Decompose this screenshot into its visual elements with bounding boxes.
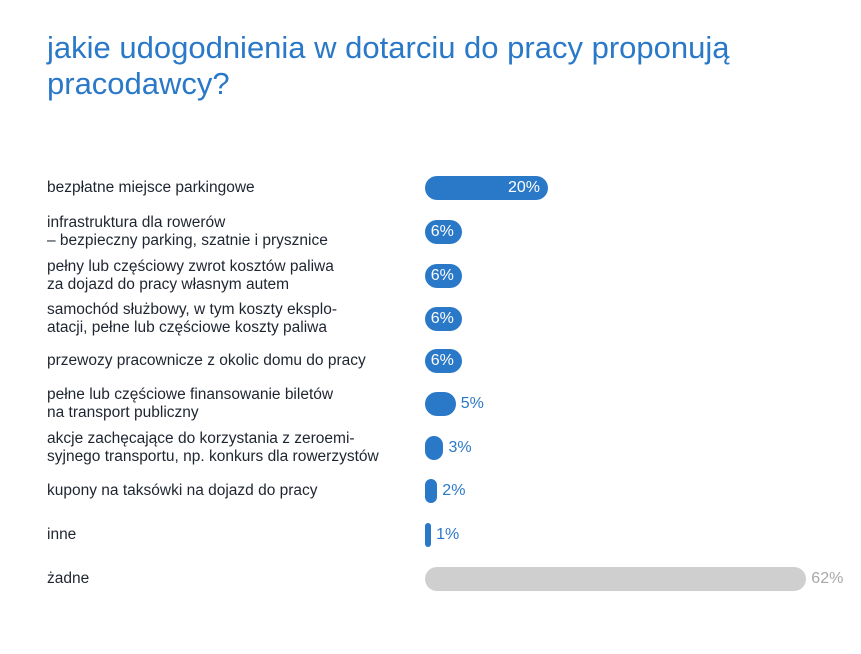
category-label: kupony na taksówki na dojazd do pracy <box>47 482 419 500</box>
category-label: żadne <box>47 570 419 588</box>
value-label: 6% <box>430 223 454 240</box>
category-label: pełny lub częściowy zwrot kosztów paliwa… <box>47 258 419 294</box>
value-label: 6% <box>430 310 454 327</box>
category-label-line: na transport publiczny <box>47 404 199 421</box>
category-label-line: żadne <box>47 570 90 587</box>
bar <box>425 220 462 244</box>
bar <box>425 349 462 373</box>
category-label-line: infrastruktura dla rowerów <box>47 214 226 231</box>
bar <box>425 523 432 547</box>
value-label: 1% <box>436 526 460 543</box>
category-label-line: bezpłatne miejsce parkingowe <box>47 179 255 196</box>
bar <box>425 567 807 591</box>
value-label: 2% <box>442 482 466 499</box>
chart-title-line-1: jakie udogodnienia w dotarciu do pracy p… <box>47 30 730 65</box>
category-label-line: – bezpieczny parking, szatnie i prysznic… <box>47 232 328 249</box>
category-label-line: pełny lub częściowy zwrot kosztów paliwa <box>47 258 334 275</box>
category-label: bezpłatne miejsce parkingowe <box>47 179 419 197</box>
category-label-line: kupony na taksówki na dojazd do pracy <box>47 482 318 499</box>
chart-title: jakie udogodnienia w dotarciu do pracy p… <box>47 30 807 102</box>
category-label-line: atacji, pełne lub częściowe koszty paliw… <box>47 319 327 336</box>
category-label-line: akcje zachęcające do korzystania z zeroe… <box>47 430 355 447</box>
category-label-line: przewozy pracownicze z okolic domu do pr… <box>47 352 366 369</box>
category-label: pełne lub częściowe finansowanie biletów… <box>47 386 419 422</box>
category-label-line: za dojazd do pracy własnym autem <box>47 276 290 293</box>
value-label: 62% <box>811 570 844 587</box>
value-label: 20% <box>507 179 540 196</box>
category-label-line: samochód służbowy, w tym koszty eksplo- <box>47 301 338 318</box>
bar <box>425 479 438 503</box>
category-label-line: pełne lub częściowe finansowanie biletów <box>47 386 334 403</box>
value-label: 5% <box>460 395 484 412</box>
bar <box>425 176 548 200</box>
category-label-line: syjnego transportu, np. konkurs dla rowe… <box>47 448 379 465</box>
bar <box>425 436 444 460</box>
bar <box>425 307 462 331</box>
category-label: inne <box>47 526 419 544</box>
category-label: infrastruktura dla rowerów – bezpieczny p… <box>47 214 419 250</box>
value-label: 6% <box>430 352 454 369</box>
chart-title-line-2: pracodawcy? <box>47 66 230 101</box>
bar <box>425 264 462 288</box>
category-label-line: inne <box>47 526 77 543</box>
value-label: 3% <box>448 439 472 456</box>
category-label: przewozy pracownicze z okolic domu do pr… <box>47 352 419 370</box>
category-label: samochód służbowy, w tym koszty eksplo-a… <box>47 301 419 337</box>
category-label: akcje zachęcające do korzystania z zeroe… <box>47 430 419 466</box>
value-label: 6% <box>430 267 454 284</box>
bar <box>425 392 456 416</box>
